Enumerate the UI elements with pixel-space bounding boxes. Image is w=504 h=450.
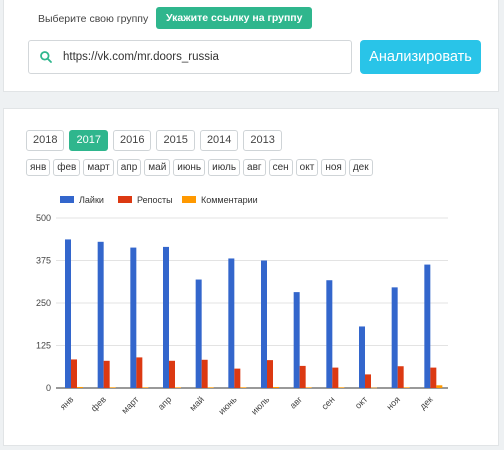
bar-comments — [240, 387, 247, 388]
bar-comments — [305, 387, 312, 388]
month-button[interactable]: сен — [268, 159, 293, 176]
x-tick-label: июнь — [217, 394, 239, 416]
x-tick-label: ноя — [385, 394, 403, 412]
bar-likes — [391, 287, 398, 388]
bar-likes — [359, 326, 365, 388]
y-tick-label: 375 — [36, 256, 51, 266]
bar-likes — [195, 279, 202, 388]
bar-comments — [175, 387, 181, 388]
x-tick-label: июль — [249, 394, 272, 417]
bar-comments — [77, 386, 83, 388]
bar-comments — [403, 387, 410, 388]
bar-likes — [228, 258, 235, 388]
bar-reposts — [267, 360, 273, 388]
legend-label: Лайки — [79, 195, 104, 205]
analyze-button[interactable]: Анализировать — [360, 40, 481, 74]
month-button[interactable]: ноя — [321, 159, 346, 176]
tab-group-link[interactable]: Укажите ссылку на группу — [156, 7, 313, 29]
bar-likes — [293, 292, 300, 388]
bar-comments — [436, 385, 443, 388]
month-button[interactable]: май — [144, 159, 171, 176]
bar-reposts — [201, 359, 208, 388]
bar-likes — [326, 280, 333, 388]
bar-reposts — [234, 368, 241, 388]
month-button[interactable]: июнь — [173, 159, 206, 176]
bar-comments — [338, 387, 345, 388]
bar-likes — [65, 239, 71, 388]
x-tick-label: фев — [89, 394, 108, 413]
legend-swatch — [182, 196, 196, 203]
group-url-field[interactable] — [28, 40, 352, 74]
year-button-2015[interactable]: 2015 — [156, 130, 195, 151]
bar-likes — [97, 241, 104, 388]
bar-reposts — [430, 367, 437, 388]
month-button[interactable]: дек — [348, 159, 373, 176]
x-tick-label: май — [188, 394, 207, 413]
month-selector: янв фев март апр май июнь июль авг сен окт ноя дек — [26, 159, 373, 176]
y-tick-label: 125 — [36, 341, 51, 351]
bar-reposts — [103, 360, 110, 388]
year-button-2016[interactable]: 2016 — [112, 130, 152, 151]
bar-likes — [261, 260, 267, 388]
year-button-2013[interactable]: 2013 — [243, 130, 282, 151]
group-url-input[interactable] — [63, 47, 343, 67]
month-button[interactable]: авг — [243, 159, 266, 176]
month-button[interactable]: фев — [53, 159, 81, 176]
x-tick-label: окт — [353, 394, 369, 410]
month-button[interactable]: янв — [26, 159, 51, 176]
month-button[interactable]: апр — [116, 159, 142, 176]
bar-reposts — [299, 365, 306, 388]
year-button-2017[interactable]: 2017 — [69, 130, 108, 151]
tab-choose-group[interactable]: Выберите свою группу — [38, 13, 149, 25]
x-tick-label: сен — [319, 394, 336, 411]
bar-comments — [207, 387, 214, 388]
x-tick-label: авг — [288, 394, 305, 411]
y-tick-label: 250 — [36, 298, 51, 308]
legend-swatch — [118, 196, 132, 203]
bar-reposts — [169, 360, 175, 388]
month-button[interactable]: окт — [295, 159, 319, 176]
year-button-2018[interactable]: 2018 — [26, 130, 65, 151]
search-icon — [40, 51, 52, 63]
bar-reposts — [397, 366, 404, 388]
year-button-2014[interactable]: 2014 — [199, 130, 239, 151]
bar-comments — [273, 386, 279, 388]
legend-swatch — [60, 196, 74, 203]
bar-likes — [163, 246, 169, 388]
x-tick-label: янв — [58, 394, 76, 412]
y-tick-label: 0 — [46, 383, 51, 393]
bar-comments — [371, 387, 377, 389]
bar-reposts — [136, 357, 143, 388]
bar-likes — [130, 247, 137, 388]
month-button[interactable]: март — [83, 159, 114, 176]
y-tick-label: 500 — [36, 213, 51, 223]
bar-likes — [424, 264, 431, 388]
legend-label: Комментарии — [201, 195, 258, 205]
x-tick-label: апр — [156, 394, 174, 412]
bar-reposts — [332, 367, 339, 388]
legend-label: Репосты — [137, 195, 173, 205]
x-tick-label: март — [119, 394, 140, 415]
bar-comments — [109, 387, 116, 388]
month-button[interactable]: июль — [208, 159, 241, 176]
group-input-card: Выберите свою группу Укажите ссылку на г… — [3, 0, 499, 92]
bar-reposts — [365, 374, 371, 388]
year-selector: 2018 2017 2016 2015 2014 2013 — [26, 130, 282, 151]
bar-comments — [142, 387, 149, 388]
bar-reposts — [71, 359, 77, 388]
x-tick-label: дек — [418, 394, 435, 411]
